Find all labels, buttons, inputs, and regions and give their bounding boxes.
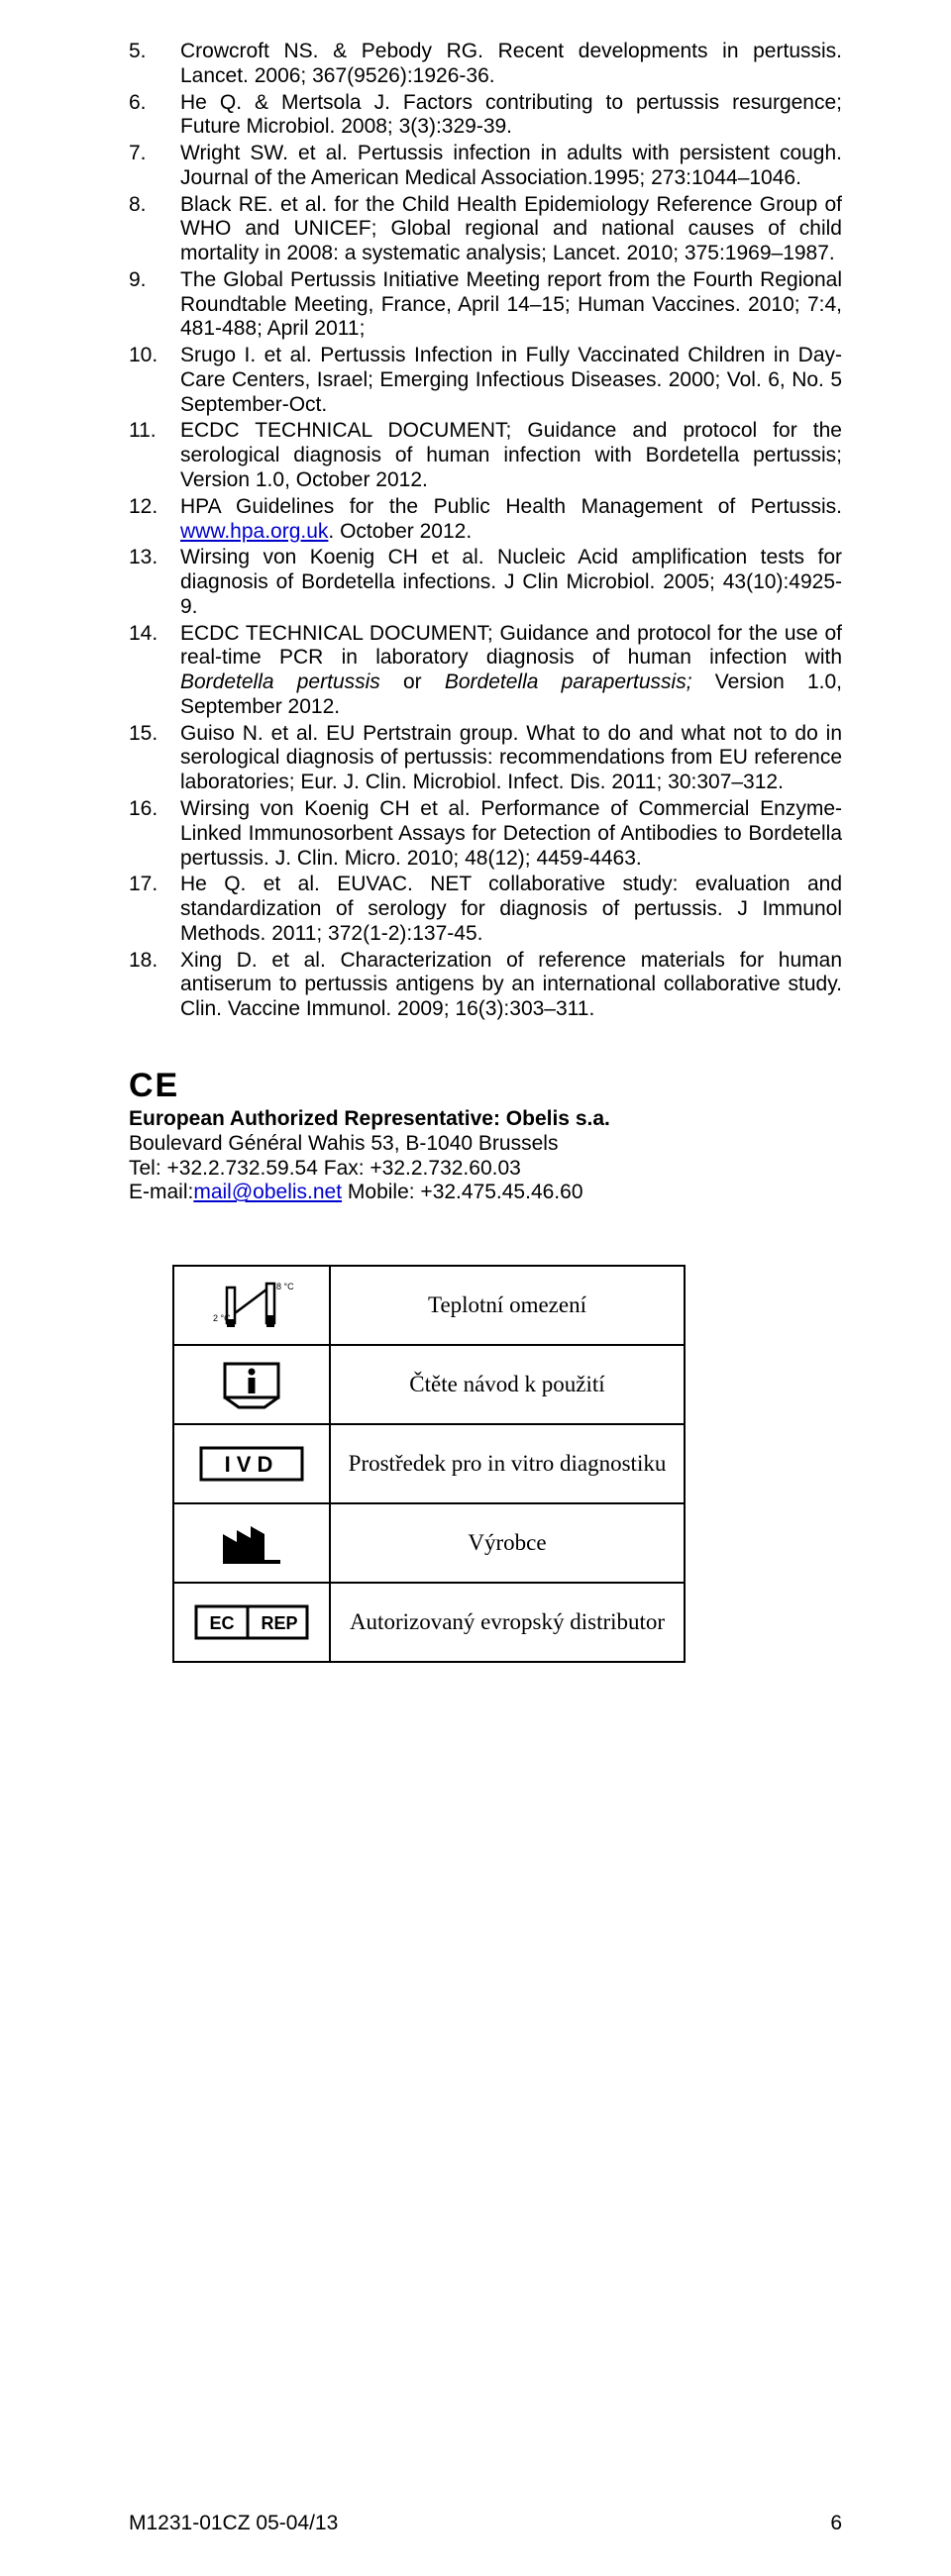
manuf-icon: [173, 1503, 330, 1583]
info-icon: [173, 1345, 330, 1424]
reference-item: 15.Guiso N. et al. EU Pertstrain group. …: [129, 722, 842, 795]
svg-text:2 °C: 2 °C: [213, 1313, 231, 1323]
reference-text: ECDC TECHNICAL DOCUMENT; Guidance and pr…: [180, 419, 842, 492]
reference-number: 8.: [129, 193, 180, 266]
reference-item: 11.ECDC TECHNICAL DOCUMENT; Guidance and…: [129, 419, 842, 492]
reference-number: 18.: [129, 949, 180, 1022]
reference-text: The Global Pertussis Initiative Meeting …: [180, 268, 842, 342]
reference-number: 12.: [129, 495, 180, 545]
symbol-label: Čtěte návod k použití: [330, 1345, 685, 1424]
reference-text: Crowcroft NS. & Pebody RG. Recent develo…: [180, 40, 842, 89]
footer-code: M1231-01CZ 05-04/13: [129, 2512, 338, 2536]
rep-mobile: Mobile: +32.475.45.46.60: [342, 1181, 582, 1203]
reference-italic: Bordetella parapertussis;: [445, 670, 715, 693]
reference-text: Wright SW. et al. Pertussis infection in…: [180, 142, 842, 191]
symbol-label: Prostředek pro in vitro diagnostiku: [330, 1424, 685, 1503]
reference-item: 5.Crowcroft NS. & Pebody RG. Recent deve…: [129, 40, 842, 89]
symbol-table-body: 2 °C 8 °C Teplotní omezeníČtěte návod k po…: [173, 1266, 685, 1662]
rep-phone: Tel: +32.2.732.59.54 Fax: +32.2.732.60.0…: [129, 1157, 842, 1182]
footer-page-number: 6: [830, 2512, 842, 2536]
reference-item: 12.HPA Guidelines for the Public Health …: [129, 495, 842, 545]
document-page: 5.Crowcroft NS. & Pebody RG. Recent deve…: [0, 0, 951, 2576]
authorized-rep-block: CE European Authorized Representative: O…: [129, 1066, 842, 1205]
rep-email-line: E-mail:mail@obelis.net Mobile: +32.475.4…: [129, 1181, 842, 1205]
reference-text: Wirsing von Koenig CH et al. Performance…: [180, 797, 842, 871]
symbol-row: 2 °C 8 °C Teplotní omezení: [173, 1266, 685, 1345]
reference-item: 6.He Q. & Mertsola J. Factors contributi…: [129, 91, 842, 141]
reference-text: Xing D. et al. Characterization of refer…: [180, 949, 842, 1022]
reference-item: 16.Wirsing von Koenig CH et al. Performa…: [129, 797, 842, 871]
reference-number: 7.: [129, 142, 180, 191]
symbol-row: EC REP Autorizovaný evropský distributor: [173, 1583, 685, 1662]
reference-list: 5.Crowcroft NS. & Pebody RG. Recent deve…: [129, 40, 842, 1022]
reference-text: Srugo I. et al. Pertussis Infection in F…: [180, 344, 842, 417]
ce-mark-icon: CE: [129, 1066, 842, 1105]
reference-item: 8.Black RE. et al. for the Child Health …: [129, 193, 842, 266]
reference-italic: Bordetella pertussis: [180, 670, 380, 693]
reference-item: 18.Xing D. et al. Characterization of re…: [129, 949, 842, 1022]
svg-text:REP: REP: [261, 1613, 297, 1633]
symbol-label: Výrobce: [330, 1503, 685, 1583]
reference-item: 13.Wirsing von Koenig CH et al. Nucleic …: [129, 546, 842, 619]
reference-text: He Q. & Mertsola J. Factors contributing…: [180, 91, 842, 141]
reference-item: 14.ECDC TECHNICAL DOCUMENT; Guidance and…: [129, 622, 842, 720]
temp-icon: 2 °C 8 °C: [173, 1266, 330, 1345]
reference-text: HPA Guidelines for the Public Health Man…: [180, 495, 842, 545]
svg-text:EC: EC: [209, 1613, 234, 1633]
reference-number: 5.: [129, 40, 180, 89]
reference-text: Guiso N. et al. EU Pertstrain group. Wha…: [180, 722, 842, 795]
reference-number: 16.: [129, 797, 180, 871]
reference-text: Wirsing von Koenig CH et al. Nucleic Aci…: [180, 546, 842, 619]
symbol-legend-table: 2 °C 8 °C Teplotní omezeníČtěte návod k po…: [172, 1265, 686, 1663]
reference-number: 10.: [129, 344, 180, 417]
reference-number: 17.: [129, 873, 180, 946]
rep-title: European Authorized Representative: Obel…: [129, 1107, 842, 1132]
reference-item: 10.Srugo I. et al. Pertussis Infection i…: [129, 344, 842, 417]
email-label: E-mail:: [129, 1181, 193, 1203]
reference-item: 7.Wright SW. et al. Pertussis infection …: [129, 142, 842, 191]
reference-number: 15.: [129, 722, 180, 795]
page-footer: M1231-01CZ 05-04/13 6: [129, 2512, 842, 2536]
ivd-icon: IVD: [173, 1424, 330, 1503]
svg-text:8 °C: 8 °C: [276, 1282, 294, 1291]
rep-address: Boulevard Général Wahis 53, B-1040 Bruss…: [129, 1132, 842, 1157]
reference-text: Black RE. et al. for the Child Health Ep…: [180, 193, 842, 266]
reference-item: 17.He Q. et al. EUVAC. NET collaborative…: [129, 873, 842, 946]
reference-number: 14.: [129, 622, 180, 720]
symbol-label: Autorizovaný evropský distributor: [330, 1583, 685, 1662]
symbol-row: Čtěte návod k použití: [173, 1345, 685, 1424]
symbol-row: Výrobce: [173, 1503, 685, 1583]
symbol-label: Teplotní omezení: [330, 1266, 685, 1345]
reference-link[interactable]: www.hpa.org.uk: [180, 520, 328, 543]
reference-number: 9.: [129, 268, 180, 342]
reference-number: 13.: [129, 546, 180, 619]
reference-number: 6.: [129, 91, 180, 141]
ecrep-icon: EC REP: [173, 1583, 330, 1662]
reference-item: 9.The Global Pertussis Initiative Meetin…: [129, 268, 842, 342]
reference-number: 11.: [129, 419, 180, 492]
symbol-row: IVD Prostředek pro in vitro diagnostiku: [173, 1424, 685, 1503]
reference-text: ECDC TECHNICAL DOCUMENT; Guidance and pr…: [180, 622, 842, 720]
rep-email-link[interactable]: mail@obelis.net: [193, 1181, 342, 1203]
svg-text:IVD: IVD: [225, 1452, 279, 1477]
reference-text: He Q. et al. EUVAC. NET collaborative st…: [180, 873, 842, 946]
